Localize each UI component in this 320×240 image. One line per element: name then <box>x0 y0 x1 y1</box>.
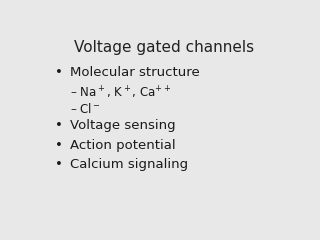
Text: •: • <box>55 119 63 132</box>
Text: Voltage sensing: Voltage sensing <box>70 119 175 132</box>
Text: Calcium signaling: Calcium signaling <box>70 158 188 171</box>
Text: – Cl$^-$: – Cl$^-$ <box>70 102 100 116</box>
Text: Voltage gated channels: Voltage gated channels <box>74 40 254 55</box>
Text: – Na$^+$, K$^+$, Ca$^{++}$: – Na$^+$, K$^+$, Ca$^{++}$ <box>70 85 171 102</box>
Text: Molecular structure: Molecular structure <box>70 66 199 79</box>
Text: •: • <box>55 158 63 171</box>
Text: •: • <box>55 66 63 79</box>
Text: Action potential: Action potential <box>70 138 175 152</box>
Text: •: • <box>55 138 63 152</box>
